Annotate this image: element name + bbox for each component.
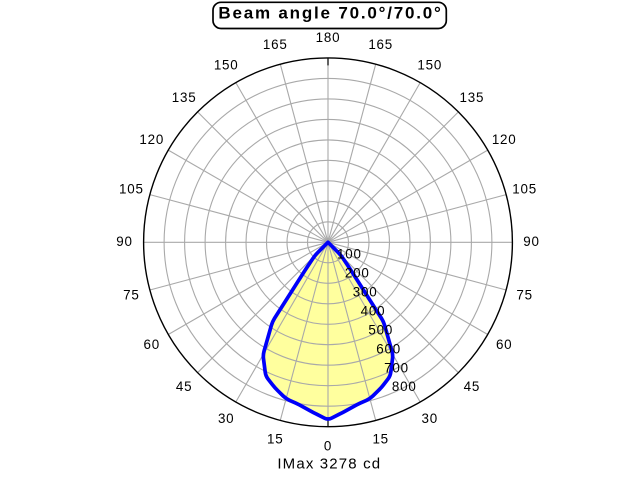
svg-text:105: 105: [119, 182, 144, 197]
svg-text:IMax 3278 cd: IMax 3278 cd: [277, 456, 381, 473]
svg-text:600: 600: [376, 341, 401, 356]
svg-text:500: 500: [368, 322, 393, 337]
svg-text:105: 105: [512, 182, 537, 197]
svg-text:75: 75: [123, 288, 140, 303]
svg-text:150: 150: [417, 58, 442, 73]
svg-text:60: 60: [144, 337, 161, 352]
svg-text:700: 700: [384, 360, 409, 375]
svg-text:15: 15: [372, 432, 389, 447]
svg-text:400: 400: [361, 304, 386, 319]
svg-text:60: 60: [496, 337, 513, 352]
svg-text:200: 200: [345, 266, 370, 281]
svg-text:45: 45: [176, 379, 193, 394]
svg-text:90: 90: [116, 234, 133, 249]
svg-text:800: 800: [392, 379, 417, 394]
svg-text:150: 150: [214, 58, 239, 73]
svg-text:135: 135: [460, 90, 485, 105]
svg-text:135: 135: [172, 90, 197, 105]
svg-text:30: 30: [218, 411, 235, 426]
svg-text:15: 15: [267, 432, 284, 447]
svg-text:180: 180: [316, 30, 341, 45]
svg-text:75: 75: [516, 288, 533, 303]
svg-text:Beam angle 70.0°/70.0°: Beam angle 70.0°/70.0°: [218, 4, 442, 23]
svg-text:165: 165: [368, 37, 393, 52]
svg-text:165: 165: [263, 37, 288, 52]
svg-text:120: 120: [492, 132, 517, 147]
svg-text:120: 120: [139, 132, 164, 147]
svg-text:90: 90: [523, 234, 540, 249]
svg-text:0: 0: [324, 439, 332, 454]
svg-text:30: 30: [422, 411, 439, 426]
svg-text:45: 45: [464, 379, 481, 394]
svg-text:300: 300: [353, 285, 378, 300]
svg-text:100: 100: [337, 247, 362, 262]
